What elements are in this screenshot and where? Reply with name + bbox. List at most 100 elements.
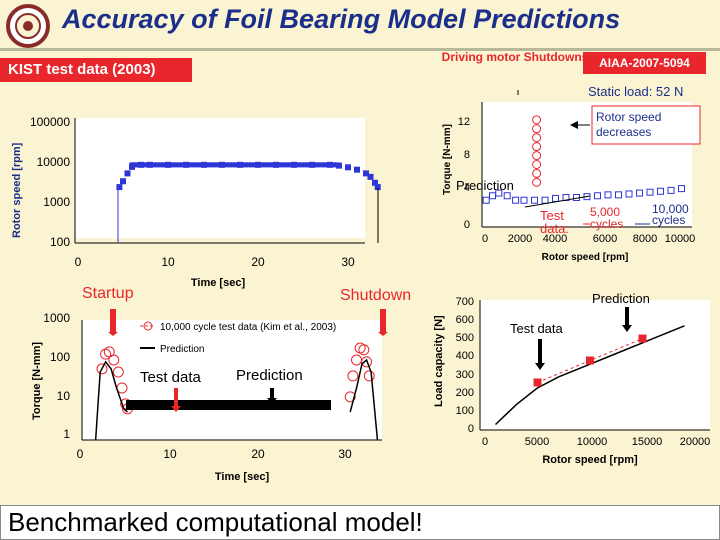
prediction-line bbox=[349, 358, 379, 441]
arrow-down-icon bbox=[535, 339, 545, 370]
data-point bbox=[512, 196, 520, 204]
startup-label: Startup bbox=[82, 285, 134, 302]
y-axis-label: Torque [N-mm] bbox=[442, 124, 453, 195]
data-point bbox=[503, 192, 511, 200]
prediction-label: Prediction bbox=[592, 291, 650, 306]
data-point bbox=[255, 162, 261, 168]
y-tick: 400 bbox=[456, 350, 474, 362]
data-point bbox=[533, 378, 542, 387]
data-point bbox=[264, 162, 270, 168]
x-tick: 4000 bbox=[543, 233, 567, 245]
prediction-line bbox=[494, 325, 685, 426]
y-tick: 700 bbox=[456, 296, 474, 308]
data-point bbox=[227, 162, 233, 168]
data-point bbox=[309, 162, 315, 168]
data-point bbox=[198, 162, 204, 168]
data-point bbox=[625, 190, 633, 198]
data-point bbox=[214, 162, 220, 168]
data-point bbox=[211, 162, 217, 168]
data-point bbox=[271, 162, 277, 168]
arrow-down-icon bbox=[378, 309, 388, 336]
legend-prediction: Prediction bbox=[160, 344, 204, 355]
data-point bbox=[344, 391, 356, 403]
data-point bbox=[208, 162, 214, 168]
data-point bbox=[531, 196, 538, 204]
prediction-label: Prediction bbox=[236, 367, 303, 384]
test-data-label: data: bbox=[540, 221, 569, 236]
data-point bbox=[586, 356, 594, 365]
data-point bbox=[646, 188, 654, 196]
paper-id-badge: AIAA-2007-5094 bbox=[583, 52, 706, 74]
conclusion-box bbox=[0, 505, 720, 540]
y-axis-label: Torque [N-mm] bbox=[31, 342, 43, 420]
data-point bbox=[657, 187, 664, 195]
data-point bbox=[112, 366, 124, 378]
data-point bbox=[532, 151, 542, 161]
data-point bbox=[195, 162, 201, 168]
x-tick: 10000 bbox=[665, 233, 696, 245]
data-point bbox=[135, 162, 141, 168]
data-point bbox=[532, 124, 542, 134]
data-point bbox=[638, 334, 647, 343]
data-point bbox=[636, 189, 643, 197]
x-tick: 2000 bbox=[508, 233, 532, 245]
data-point bbox=[312, 162, 318, 168]
x-tick: 10 bbox=[163, 447, 177, 461]
source-banner: KIST test data (2003) bbox=[0, 58, 192, 82]
plot-area bbox=[75, 118, 365, 238]
data-point bbox=[345, 164, 351, 171]
plot-area bbox=[480, 300, 710, 430]
data-point bbox=[290, 162, 296, 168]
conclusion-text: Benchmarked computational model! bbox=[8, 507, 423, 537]
data-point bbox=[678, 185, 685, 193]
data-point bbox=[132, 162, 138, 168]
data-point bbox=[138, 162, 144, 168]
data-point bbox=[230, 162, 236, 168]
data-point bbox=[495, 189, 503, 197]
x-tick: 0 bbox=[482, 436, 488, 448]
data-point bbox=[124, 170, 131, 177]
data-point bbox=[103, 346, 115, 358]
arrow-down-icon bbox=[267, 388, 277, 404]
data-point bbox=[363, 170, 369, 177]
data-point bbox=[242, 162, 248, 168]
x-axis-label: Rotor speed [rpm] bbox=[542, 454, 638, 466]
test-data-label: Test data bbox=[140, 369, 202, 386]
x-tick: 0 bbox=[75, 255, 82, 269]
x-tick: 10000 bbox=[577, 436, 608, 448]
data-point bbox=[179, 162, 185, 168]
data-point bbox=[287, 162, 292, 168]
y-tick: 100 bbox=[50, 235, 70, 249]
data-point bbox=[261, 162, 267, 168]
data-point bbox=[331, 162, 337, 168]
data-point bbox=[220, 162, 226, 168]
data-point bbox=[186, 162, 192, 168]
arrow-down-icon bbox=[108, 309, 118, 336]
test-data-label: Test data bbox=[510, 321, 564, 336]
x-tick: 6000 bbox=[593, 233, 617, 245]
data-point bbox=[358, 344, 370, 356]
data-point bbox=[116, 184, 123, 191]
data-point bbox=[161, 162, 166, 168]
y-tick: 500 bbox=[456, 332, 474, 344]
data-point bbox=[321, 162, 327, 168]
data-point bbox=[532, 115, 542, 125]
x-tick: 30 bbox=[338, 447, 352, 461]
chart-torque-vs-speed: 12 8 4 0 0 2000 4000 6000 8000 10000 Rot… bbox=[442, 90, 701, 263]
y-tick: 1000 bbox=[43, 195, 70, 209]
x-axis-label: Time [sec] bbox=[191, 277, 246, 289]
arrow-down-icon bbox=[622, 307, 632, 332]
data-point bbox=[217, 162, 223, 168]
rotor-decrease-box bbox=[591, 105, 701, 145]
y-tick: 4 bbox=[464, 182, 470, 194]
data-point bbox=[372, 179, 378, 186]
data-point bbox=[532, 142, 542, 152]
x-tick: 10 bbox=[161, 255, 175, 269]
cycles-10000-label: 10,000 bbox=[652, 202, 689, 216]
data-point bbox=[129, 162, 135, 168]
data-point bbox=[277, 162, 283, 168]
cycles-5000-label: cycles bbox=[590, 217, 623, 231]
y-tick: 100 bbox=[456, 405, 474, 417]
data-point bbox=[520, 196, 528, 204]
data-point bbox=[532, 168, 542, 178]
